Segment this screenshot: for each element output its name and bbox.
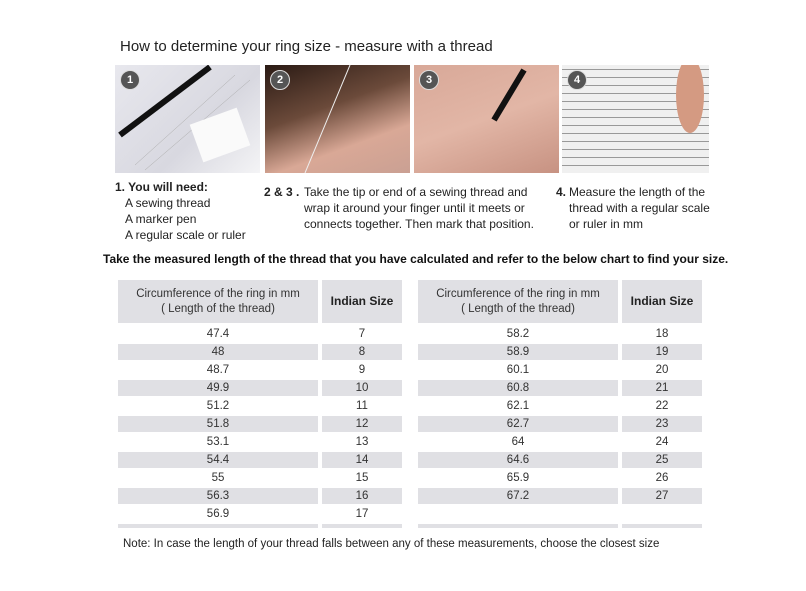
indian-size-cell: 20	[655, 364, 669, 376]
indian-size-cell: 17	[355, 508, 369, 520]
photo-step-2: 2	[265, 65, 410, 173]
indian-size-cell: 7	[358, 328, 366, 340]
step-2-3-text: 2 & 3 . Take the tip or end of a sewing …	[264, 184, 534, 232]
finger-on-ruler-illustration	[676, 65, 704, 133]
step-badge: 2	[270, 70, 290, 90]
header-circumference: Circumference of the ring in mm ( Length …	[418, 280, 618, 323]
header-line: ( Length of the thread)	[461, 302, 575, 315]
indian-size-cell: 12	[322, 416, 402, 432]
circumference-cell: 64.6	[418, 452, 618, 468]
header-indian-size: Indian Size	[622, 280, 702, 323]
circumference-cell: 58.2	[506, 328, 530, 340]
indian-size-cell: 21	[622, 380, 702, 396]
indian-size-cell: 8	[322, 344, 402, 360]
circumference-cell: 54.4	[118, 452, 318, 468]
circumference-cell: 58.9	[418, 344, 618, 360]
step-4-label: 4.	[556, 185, 567, 199]
table-footer-strip	[118, 524, 318, 528]
photo-step-4: 4	[562, 65, 709, 173]
table-footer-strip	[418, 524, 618, 528]
header-line: Circumference of the ring in mm	[136, 287, 300, 300]
circumference-cell: 48.7	[206, 364, 230, 376]
indian-size-cell: 19	[622, 344, 702, 360]
step-1-heading: 1. You will need:	[115, 180, 208, 194]
circumference-cell: 47.4	[206, 328, 230, 340]
circumference-cell: 55	[211, 472, 225, 484]
circumference-cell: 62.1	[506, 400, 530, 412]
photo-step-3: 3	[414, 65, 559, 173]
circumference-cell: 56.3	[118, 488, 318, 504]
ruler-pen-illustration	[118, 65, 251, 171]
circumference-cell: 64	[511, 436, 525, 448]
indian-size-cell: 22	[655, 400, 669, 412]
step-badge: 1	[120, 70, 140, 90]
step-4-text: 4. Measure the length of the thread with…	[556, 184, 710, 232]
photo-step-1: 1	[115, 65, 260, 173]
circumference-cell	[418, 506, 618, 522]
need-item: A sewing thread	[125, 196, 211, 210]
indian-size-cell: 27	[622, 488, 702, 504]
indian-size-cell: 23	[622, 416, 702, 432]
circumference-cell: 67.2	[418, 488, 618, 504]
indian-size-cell: 14	[322, 452, 402, 468]
step-line: Take the tip or end of a sewing thread a…	[304, 185, 528, 199]
step-badge: 3	[419, 70, 439, 90]
indian-size-cell	[622, 506, 702, 522]
indian-size-cell: 16	[322, 488, 402, 504]
header-indian-size: Indian Size	[322, 280, 402, 323]
step-line: connects together. Then mark that positi…	[304, 217, 534, 231]
page-title: How to determine your ring size - measur…	[120, 38, 493, 55]
note-text: Note: In case the length of your thread …	[123, 538, 660, 550]
indian-size-cell: 24	[655, 436, 669, 448]
circumference-cell: 60.1	[506, 364, 530, 376]
step-line: wrap it around your finger until it meet…	[304, 201, 525, 215]
header-line: ( Length of the thread)	[161, 302, 275, 315]
indian-size-cell: 10	[322, 380, 402, 396]
indian-size-cell: 9	[358, 364, 366, 376]
circumference-cell: 49.9	[118, 380, 318, 396]
indian-size-cell: 25	[622, 452, 702, 468]
thread-wrap-illustration	[304, 65, 351, 173]
circumference-cell: 53.1	[206, 436, 230, 448]
circumference-cell: 60.8	[418, 380, 618, 396]
step-badge: 4	[567, 70, 587, 90]
circumference-cell: 48	[118, 344, 318, 360]
circumference-cell: 62.7	[418, 416, 618, 432]
step-2-3-label: 2 & 3 .	[264, 185, 300, 199]
circumference-cell: 56.9	[206, 508, 230, 520]
circumference-cell: 51.2	[206, 400, 230, 412]
circumference-cell: 51.8	[118, 416, 318, 432]
step-1-text: 1. You will need: A sewing thread A mark…	[115, 179, 246, 243]
indian-size-cell: 26	[655, 472, 669, 484]
step-line: Measure the length of the	[569, 185, 706, 199]
table-footer-strip	[622, 524, 702, 528]
step-line: thread with a regular scale	[569, 201, 710, 215]
indian-size-cell: 13	[355, 436, 369, 448]
indian-size-cell: 15	[355, 472, 369, 484]
need-item: A regular scale or ruler	[125, 228, 246, 242]
step-line: or ruler in mm	[569, 217, 644, 231]
header-line: Circumference of the ring in mm	[436, 287, 600, 300]
marker-pen-illustration	[491, 68, 527, 122]
header-circumference: Circumference of the ring in mm ( Length …	[118, 280, 318, 323]
indian-size-cell: 11	[356, 400, 368, 412]
circumference-cell: 65.9	[506, 472, 530, 484]
need-item: A marker pen	[125, 212, 197, 226]
instruction-text: Take the measured length of the thread t…	[103, 252, 729, 266]
indian-size-cell: 18	[655, 328, 669, 340]
table-footer-strip	[322, 524, 402, 528]
